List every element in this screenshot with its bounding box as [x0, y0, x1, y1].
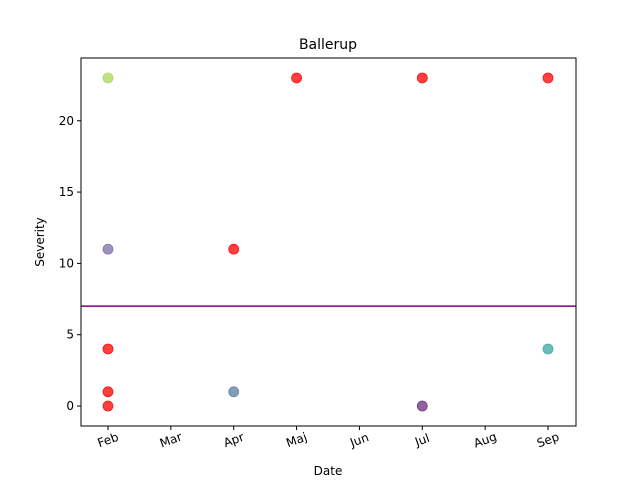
- y-tick-label: 5: [66, 328, 74, 342]
- x-axis-label: Date: [314, 464, 343, 478]
- data-point: [228, 386, 240, 398]
- axes-frame: [80, 57, 577, 427]
- data-point: [416, 400, 428, 412]
- data-point: [542, 72, 554, 84]
- data-point: [102, 386, 114, 398]
- data-point: [416, 72, 428, 84]
- data-point: [102, 400, 114, 412]
- x-tick-label: Apr: [222, 430, 246, 450]
- data-point: [228, 243, 240, 255]
- data-point: [291, 72, 302, 84]
- x-tick-label: Maj: [284, 430, 309, 450]
- x-tick-label: Jun: [347, 430, 370, 450]
- y-tick-label: 20: [59, 114, 74, 128]
- data-point: [102, 243, 114, 255]
- data-point: [102, 72, 114, 84]
- y-axis-label: Severity: [33, 217, 47, 267]
- data-point: [102, 343, 114, 355]
- y-tick-label: 15: [59, 185, 74, 199]
- y-tick-label: 0: [66, 399, 74, 413]
- chart-title: Ballerup: [299, 37, 357, 53]
- x-tick-label: Jul: [412, 431, 431, 449]
- data-point: [542, 343, 554, 355]
- y-tick-label: 10: [59, 256, 74, 270]
- x-tick-label: Feb: [96, 430, 121, 450]
